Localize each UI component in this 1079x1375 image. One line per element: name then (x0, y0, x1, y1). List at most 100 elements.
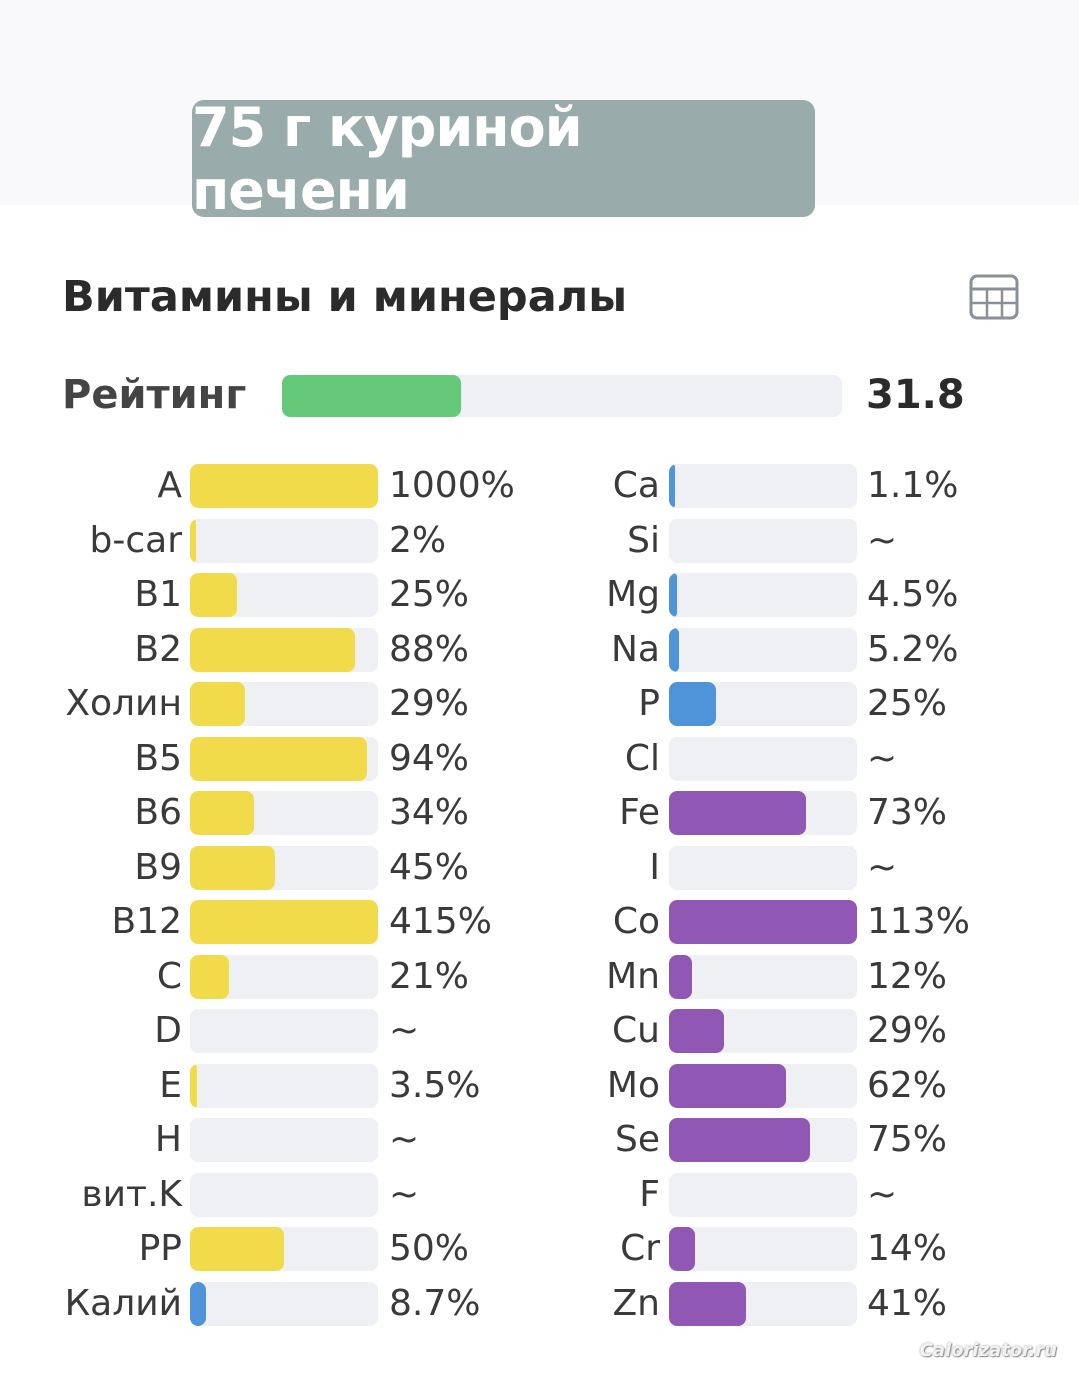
nutrient-percent-mn: 12% (867, 955, 948, 997)
nutrient-label: Fe (619, 792, 660, 833)
nutrient-bar-co (669, 900, 857, 944)
nutrient-bar-fill (669, 682, 716, 726)
nutrient-bar-cr (669, 1227, 857, 1271)
nutrient-percent-b-car: 2% (389, 519, 447, 561)
nutrient-bar-fill (669, 1281, 747, 1326)
nutrient-bar-fill (190, 900, 378, 944)
section-title: Витамины и минералы (62, 272, 628, 322)
nutrient-bar-b2 (190, 627, 378, 672)
nutrient-name-e: E (0, 1064, 182, 1108)
nutrient-label: Mn (606, 955, 660, 997)
nutrient-percent-pp: 50% (389, 1228, 470, 1269)
nutrient-bar-fill (190, 1063, 197, 1108)
nutrient-label: Калий (64, 1282, 182, 1324)
nutrient-name-mg: Mg (0, 573, 660, 617)
nutrient-name-mo: Mo (0, 1064, 660, 1108)
nutrient-label: Mg (606, 574, 660, 615)
nutrient-label: B9 (134, 846, 182, 888)
nutrient-bar-fill (669, 1118, 810, 1162)
rating-label: Рейтинг (62, 372, 247, 418)
nutrient-bar-fill (190, 682, 245, 726)
nutrient-bar-fill (190, 791, 254, 835)
nutrient-bar-fill (669, 791, 807, 835)
nutrient-name-f: F (0, 1173, 660, 1217)
nutrient-label: Na (611, 628, 660, 670)
nutrient-label: Mo (606, 1064, 660, 1106)
nutrient-percent-холин: 29% (389, 683, 470, 724)
nutrient-percent-se: 75% (867, 1119, 948, 1160)
nutrient-name-co: Co (0, 900, 660, 944)
nutrient-label: PP (138, 1228, 182, 1269)
nutrient-bar-fill (669, 1009, 724, 1053)
nutrient-bar-cl (669, 736, 857, 781)
rating-bar-fill (282, 375, 462, 417)
nutrient-bar-zn (669, 1281, 857, 1326)
nutrient-percent-b9: 45% (389, 846, 470, 888)
nutrient-bar-холин (190, 682, 378, 726)
nutrient-bar-fill (190, 1281, 207, 1326)
nutrient-percent-b12: 415% (389, 901, 492, 942)
nutrient-bar-pp (190, 1227, 378, 1271)
nutrient-name-b12: B12 (0, 900, 182, 944)
nutrient-name-na: Na (0, 628, 660, 672)
nutrient-label: b-car (89, 519, 183, 561)
nutrient-label: Cl (624, 737, 660, 779)
nutrient-percent-p: 25% (867, 683, 948, 724)
nutrient-name-p: P (0, 682, 660, 726)
nutrient-name-вит-k: вит.K (0, 1173, 182, 1217)
nutrient-bar-fill (669, 900, 857, 944)
nutrient-name-si: Si (0, 519, 660, 563)
nutrient-name-cr: Cr (0, 1227, 660, 1271)
rating-bar (282, 375, 842, 417)
nutrient-bar-b-car (190, 518, 378, 563)
watermark: Calorizator.ru (919, 1340, 1057, 1361)
nutrient-label: Cr (620, 1228, 660, 1269)
nutrient-bar-b5 (190, 736, 378, 781)
nutrient-name-b2: B2 (0, 628, 182, 672)
nutrient-name-zn: Zn (0, 1282, 660, 1326)
nutrient-bar-d (190, 1009, 378, 1053)
nutrient-percent-калий: 8.7% (389, 1282, 481, 1324)
nutrient-name-холин: Холин (0, 682, 182, 726)
nutrient-percent-cl: ~ (867, 737, 898, 779)
nutrient-bar-h (190, 1118, 378, 1162)
nutrient-bar-cu (669, 1009, 857, 1053)
title-banner: 75 г куриной печени (192, 96, 815, 222)
nutrient-name-mn: Mn (0, 955, 660, 999)
nutrient-name-b-car: b-car (0, 519, 183, 563)
nutrient-bar-fe (669, 791, 857, 835)
nutrient-percent-si: ~ (867, 519, 898, 561)
nutrient-label: B12 (111, 901, 182, 942)
nutrient-bar-f (669, 1172, 857, 1217)
nutrient-label: Se (615, 1119, 660, 1160)
nutrient-bar-fill (669, 573, 678, 617)
nutrient-percent-zn: 41% (867, 1282, 948, 1324)
nutrient-percent-f: ~ (867, 1173, 898, 1215)
nutrient-name-i: I (0, 846, 660, 890)
nutrient-percent-e: 3.5% (389, 1064, 481, 1106)
nutrient-name-калий: Калий (0, 1282, 182, 1326)
nutrient-label: Ca (612, 465, 660, 506)
nutrient-name-b6: B6 (0, 791, 182, 835)
nutrient-name-h: H (0, 1118, 182, 1162)
nutrient-bar-se (669, 1118, 857, 1162)
nutrient-name-b1: B1 (0, 573, 182, 617)
nutrient-name-b5: B5 (0, 737, 182, 781)
nutrient-name-cu: Cu (0, 1009, 660, 1053)
table-grid-icon[interactable] (968, 273, 1020, 321)
nutrient-percent-co: 113% (867, 901, 970, 942)
nutrient-bar-калий (190, 1281, 378, 1326)
nutrient-name-pp: PP (0, 1227, 182, 1271)
nutrient-name-d: D (0, 1009, 182, 1053)
nutrient-percent-b1: 25% (389, 574, 470, 615)
nutrient-bar-ca (669, 464, 857, 508)
nutrient-bar-fill (669, 1063, 786, 1108)
nutrient-bar-i (669, 845, 857, 890)
nutrient-bar-вит-k (190, 1172, 378, 1217)
nutrient-label: Si (627, 519, 660, 561)
nutrient-percent-c: 21% (389, 955, 470, 997)
rating-value: 31.8 (866, 372, 965, 418)
nutrient-name-cl: Cl (0, 737, 660, 781)
nutrient-percent-i: ~ (867, 846, 898, 888)
nutrient-bar-na (669, 627, 857, 672)
